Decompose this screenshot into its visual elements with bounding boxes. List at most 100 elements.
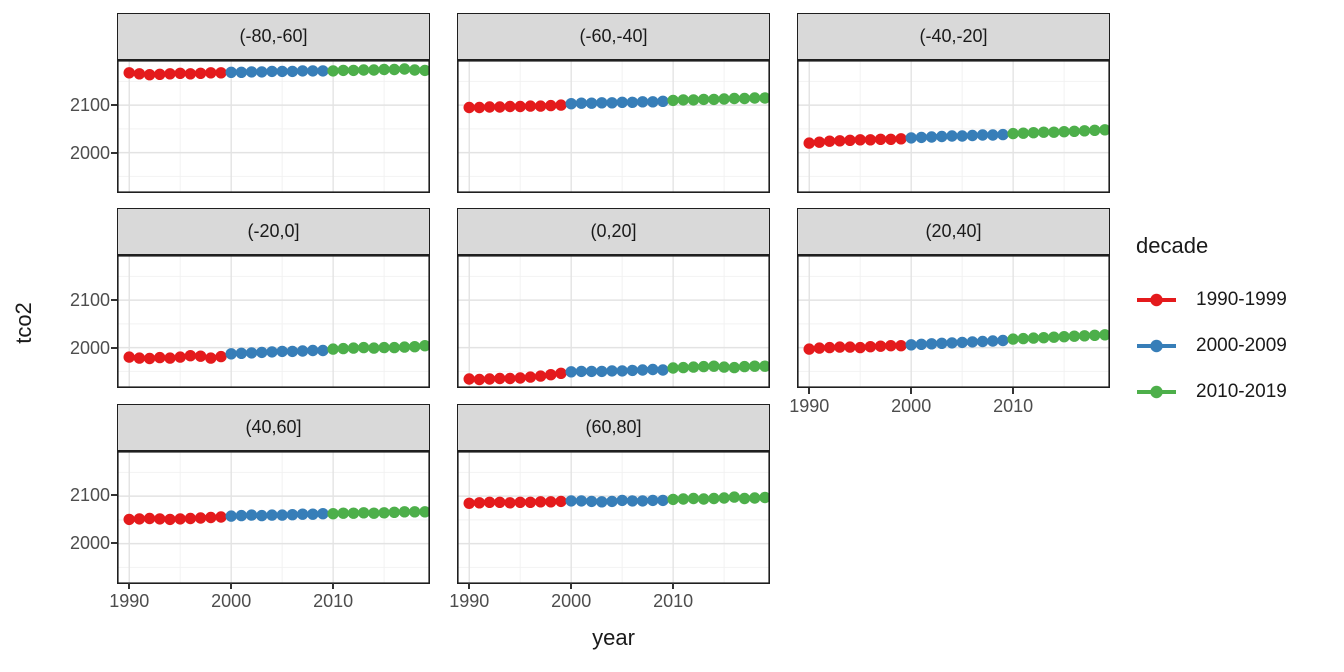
data-point <box>256 346 268 359</box>
data-point <box>1058 126 1070 138</box>
data-point <box>133 352 146 364</box>
data-point <box>844 134 856 146</box>
data-point <box>565 495 577 507</box>
data-point <box>368 342 380 354</box>
facet-panel-svg <box>797 255 1110 388</box>
facet-strip-label: (40,60] <box>117 404 430 451</box>
data-point <box>164 68 176 80</box>
data-point <box>347 64 360 77</box>
facet-panel-svg <box>117 60 430 193</box>
x-axis-tick-mark <box>468 583 471 589</box>
data-point <box>956 130 968 142</box>
data-point <box>483 101 496 113</box>
data-point <box>419 64 430 77</box>
x-axis-tick-mark <box>332 583 335 589</box>
x-axis-tick-mark <box>230 583 233 589</box>
data-point <box>834 341 846 353</box>
data-point <box>534 496 547 508</box>
data-point <box>545 496 557 508</box>
data-point <box>317 65 329 77</box>
data-point <box>616 365 628 377</box>
data-point <box>606 97 618 109</box>
data-point <box>864 134 877 146</box>
data-point <box>483 373 496 385</box>
data-point <box>276 65 288 78</box>
x-axis-tick-label: 2010 <box>313 591 354 611</box>
data-point <box>524 100 537 112</box>
data-point <box>419 340 430 352</box>
data-point <box>184 512 197 525</box>
data-point <box>296 65 309 77</box>
data-point <box>987 335 999 347</box>
facet-strip-label: (-80,-60] <box>117 13 430 60</box>
data-point <box>235 66 248 78</box>
data-point <box>698 360 710 373</box>
data-point <box>473 497 486 509</box>
data-point <box>1017 332 1029 345</box>
x-axis-tick-mark <box>1012 388 1015 394</box>
legend-entry: 2000-2009 <box>1136 323 1336 369</box>
data-point <box>616 96 628 108</box>
data-point <box>419 506 430 518</box>
data-point <box>327 65 339 77</box>
data-point <box>514 496 526 508</box>
x-axis-tick-label: 2000 <box>551 591 592 611</box>
data-point <box>997 128 1009 141</box>
legend-title: decade <box>1136 233 1209 258</box>
data-point <box>194 350 207 362</box>
data-point <box>388 506 400 518</box>
data-point <box>545 99 557 112</box>
facet-strip-label: (20,40] <box>797 208 1110 255</box>
data-point <box>164 513 176 526</box>
data-point <box>596 496 608 508</box>
panel-border <box>117 60 430 193</box>
data-point <box>398 506 411 518</box>
y-axis-tick-label: 2000 <box>69 337 110 358</box>
panel-border <box>457 60 770 193</box>
data-point <box>256 509 268 522</box>
data-point <box>1099 124 1110 136</box>
y-axis-tick-label: 2100 <box>69 95 110 116</box>
facet-panel-svg <box>457 255 770 388</box>
data-point <box>698 93 710 106</box>
x-axis-tick-mark <box>570 583 573 589</box>
data-point <box>997 334 1009 347</box>
data-point <box>738 360 751 373</box>
data-point <box>194 512 207 524</box>
data-point <box>123 351 135 363</box>
data-point <box>143 69 156 81</box>
data-point <box>388 341 400 354</box>
data-point <box>874 340 887 352</box>
data-point <box>823 341 836 354</box>
data-point <box>235 347 248 359</box>
data-point <box>286 345 299 358</box>
data-point <box>636 364 649 376</box>
data-point <box>266 346 278 358</box>
data-point <box>647 494 659 507</box>
facet-panel <box>797 60 1110 193</box>
data-point <box>687 94 700 106</box>
data-point <box>514 100 526 113</box>
facet-panel <box>457 60 770 193</box>
data-point <box>317 508 329 520</box>
data-point <box>409 64 421 76</box>
y-axis-tick-label: 2100 <box>69 290 110 311</box>
data-point <box>154 68 166 80</box>
facet-panel-svg <box>117 255 430 388</box>
data-point <box>936 337 948 349</box>
data-point <box>494 101 506 113</box>
data-point <box>966 129 979 142</box>
data-point <box>636 96 649 108</box>
data-point <box>895 133 907 145</box>
data-point <box>184 68 197 80</box>
data-point <box>347 507 360 519</box>
legend-entry-label: 1990-1999 <box>1196 289 1287 310</box>
facet-strip-label: (-40,-20] <box>797 13 1110 60</box>
data-point <box>337 64 349 77</box>
data-point <box>565 98 577 110</box>
data-point <box>317 344 329 357</box>
data-point <box>555 495 567 508</box>
data-point <box>657 95 669 107</box>
legend-entry-label: 2000-2009 <box>1196 335 1287 356</box>
